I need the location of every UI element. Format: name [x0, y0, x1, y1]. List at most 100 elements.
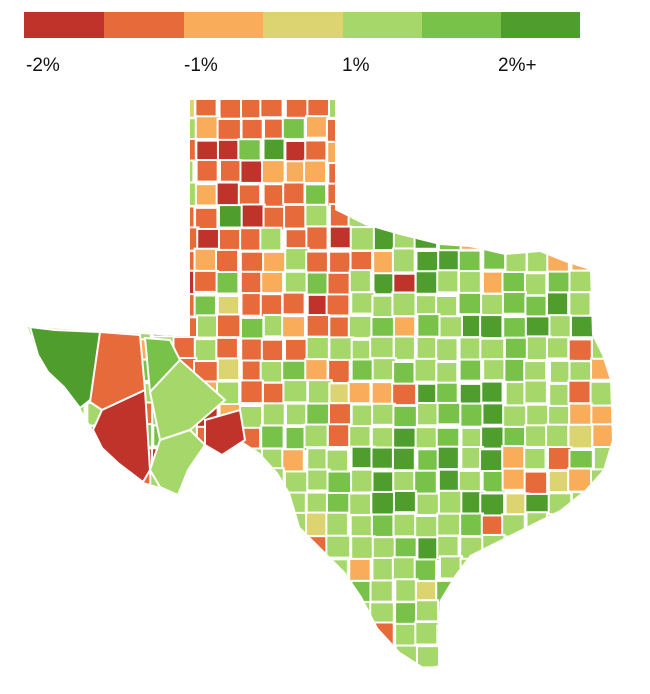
county	[502, 558, 527, 585]
county	[171, 536, 195, 562]
county	[567, 555, 594, 582]
county	[106, 534, 133, 561]
county	[260, 159, 286, 185]
county	[567, 423, 594, 450]
county	[526, 227, 550, 253]
county	[590, 271, 612, 296]
county	[194, 206, 219, 231]
county	[611, 469, 612, 496]
county	[592, 316, 612, 341]
county	[107, 602, 132, 628]
county	[523, 100, 549, 121]
county	[85, 577, 110, 601]
county	[615, 556, 638, 578]
county	[615, 271, 638, 294]
county	[525, 667, 551, 668]
county	[614, 624, 636, 646]
county	[349, 226, 376, 252]
county	[548, 601, 575, 627]
county	[480, 183, 505, 209]
county	[151, 558, 177, 584]
county	[371, 100, 396, 118]
county	[28, 162, 47, 186]
legend-swatch-4	[263, 12, 343, 38]
county	[195, 580, 219, 605]
county	[523, 643, 549, 668]
county	[260, 270, 285, 295]
county	[240, 558, 266, 582]
county	[193, 269, 219, 293]
county	[370, 181, 396, 207]
county	[458, 358, 483, 382]
county	[85, 621, 110, 646]
county	[458, 336, 483, 361]
county	[436, 534, 460, 560]
legend-swatch-6	[422, 12, 501, 38]
county	[504, 248, 528, 275]
county	[262, 643, 287, 668]
county	[62, 100, 88, 120]
county	[41, 469, 67, 493]
county	[28, 100, 43, 119]
legend-swatch-1	[24, 12, 104, 38]
county	[392, 404, 418, 429]
county	[526, 118, 552, 142]
county	[128, 644, 153, 668]
county	[85, 293, 109, 318]
county	[392, 116, 417, 141]
county	[502, 140, 527, 165]
county	[611, 646, 612, 668]
county	[283, 203, 307, 230]
county	[326, 470, 353, 496]
county	[41, 100, 67, 119]
county	[501, 601, 525, 625]
county	[130, 248, 155, 273]
county	[149, 247, 176, 271]
county	[28, 512, 41, 538]
county	[567, 622, 593, 647]
county	[459, 512, 485, 537]
county	[546, 577, 572, 602]
county	[613, 383, 636, 406]
county	[479, 203, 505, 230]
county	[28, 490, 45, 515]
county	[413, 100, 438, 119]
county	[91, 388, 152, 484]
county	[458, 270, 482, 296]
county	[525, 555, 549, 580]
county	[391, 446, 416, 472]
county	[84, 669, 106, 692]
county	[217, 204, 244, 229]
county	[501, 513, 526, 538]
county	[172, 205, 196, 229]
county	[480, 292, 505, 317]
county	[193, 247, 219, 274]
county	[151, 580, 175, 605]
county	[482, 580, 508, 607]
county	[283, 470, 310, 497]
county	[239, 670, 260, 694]
county	[28, 360, 43, 385]
county	[614, 493, 637, 516]
county	[28, 666, 47, 668]
county	[216, 313, 242, 339]
county	[42, 601, 69, 625]
county	[589, 161, 612, 188]
county	[304, 577, 330, 601]
county	[457, 100, 484, 120]
county	[172, 316, 199, 340]
county	[611, 336, 612, 360]
county	[480, 425, 505, 450]
county	[614, 668, 637, 689]
county	[437, 227, 462, 253]
county	[28, 291, 41, 316]
county	[217, 558, 244, 584]
county	[348, 492, 373, 516]
county	[217, 489, 243, 515]
county	[85, 558, 111, 583]
county	[460, 601, 485, 626]
county	[129, 558, 155, 584]
county	[62, 292, 88, 316]
county	[394, 578, 419, 603]
county	[546, 225, 571, 251]
